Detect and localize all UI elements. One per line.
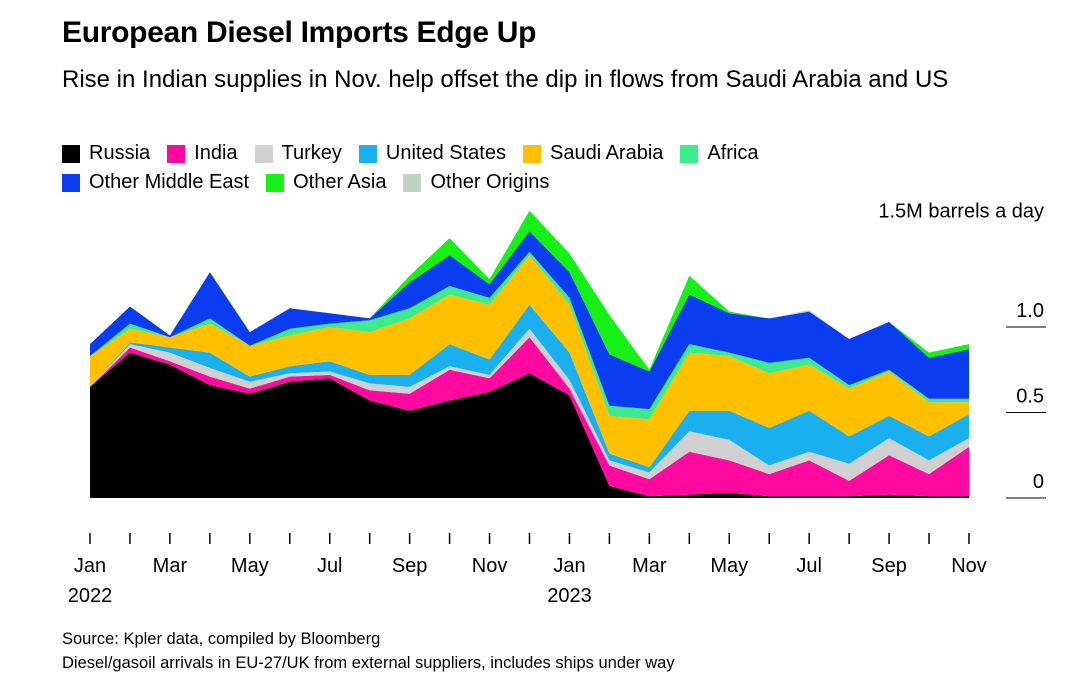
- legend-row-1: Russia India Turkey United States Saudi …: [62, 139, 1042, 168]
- legend-label-other-middle-east: Other Middle East: [89, 171, 250, 193]
- legend-label-turkey: Turkey: [281, 142, 342, 164]
- legend-label-africa: Africa: [707, 142, 759, 164]
- x-tick-label: Nov: [951, 555, 987, 577]
- x-axis: Jan 2022 Mar May Jul Sep Nov Jan 2023 Mar May Jul Se…: [68, 533, 987, 607]
- legend-label-india: India: [194, 142, 238, 164]
- y-tick-label: 0.5: [1016, 386, 1044, 408]
- area-layers: [90, 210, 969, 498]
- legend-item-africa: Africa: [680, 142, 759, 165]
- x-year-label: 2022: [68, 585, 113, 607]
- legend-swatch-russia: [62, 144, 80, 163]
- legend-item-other-origins: Other Origins: [403, 171, 549, 194]
- y-tick-label: 0: [1033, 471, 1044, 493]
- chart-title: European Diesel Imports Edge Up: [62, 16, 537, 49]
- x-tick-label: Jan: [74, 555, 106, 577]
- y-tick-label: 1.5M barrels a day: [878, 201, 1044, 223]
- chart-subtitle: Rise in Indian supplies in Nov. help off…: [62, 66, 949, 93]
- legend-label-other-asia: Other Asia: [293, 171, 387, 193]
- legend-row-2: Other Middle East Other Asia Other Origi…: [62, 168, 1042, 197]
- y-tick-label: 1.0: [1016, 300, 1044, 322]
- legend-item-saudi-arabia: Saudi Arabia: [522, 142, 664, 165]
- source-note: Source: Kpler data, compiled by Bloomber…: [62, 630, 381, 648]
- x-tick-label: Nov: [472, 555, 508, 577]
- legend-swatch-other-origins: [403, 173, 422, 192]
- legend-swatch-turkey: [254, 144, 273, 163]
- x-tick-label: May: [710, 555, 748, 577]
- area-united-states: [90, 304, 969, 473]
- x-tick-label: Jul: [796, 555, 822, 577]
- legend-item-india: India: [167, 142, 238, 165]
- legend-label-other-origins: Other Origins: [430, 171, 550, 193]
- x-tick-label: Sep: [392, 555, 428, 577]
- x-tick-label: Sep: [871, 555, 907, 577]
- area-india: [90, 337, 969, 497]
- x-tick-label: Jul: [317, 555, 343, 577]
- legend-label-united-states: United States: [385, 142, 506, 164]
- methodology-note: Diesel/gasoil arrivals in EU-27/UK from …: [62, 654, 675, 672]
- area-russia: [90, 352, 969, 498]
- area-saudi-arabia: [90, 255, 969, 468]
- legend-item-other-asia: Other Asia: [266, 171, 386, 194]
- x-tick-label: Jan: [553, 555, 585, 577]
- area-other-middle-east: [90, 231, 969, 410]
- legend-swatch-united-states: [358, 144, 377, 163]
- chart-footer: Source: Kpler data, compiled by Bloomber…: [62, 627, 675, 675]
- legend-item-united-states: United States: [358, 142, 506, 165]
- legend-item-russia: Russia: [62, 142, 150, 165]
- legend-swatch-india: [167, 144, 186, 163]
- legend-swatch-africa: [680, 144, 699, 163]
- legend-label-russia: Russia: [89, 142, 151, 164]
- y-axis: 0 0.5 1.0 1.5M barrels a day: [878, 201, 1046, 499]
- x-tick-label: May: [231, 555, 269, 577]
- legend-item-other-middle-east: Other Middle East: [62, 171, 249, 194]
- x-year-label: 2023: [547, 585, 592, 607]
- x-tick-label: Mar: [153, 555, 188, 577]
- legend-swatch-saudi-arabia: [522, 144, 541, 163]
- legend-label-saudi-arabia: Saudi Arabia: [549, 142, 664, 164]
- legend-swatch-other-middle-east: [62, 173, 80, 192]
- chart-legend: Russia India Turkey United States Saudi …: [62, 139, 1042, 197]
- legend-item-turkey: Turkey: [254, 142, 342, 165]
- x-tick-label: Mar: [632, 555, 667, 577]
- legend-swatch-other-asia: [266, 173, 285, 192]
